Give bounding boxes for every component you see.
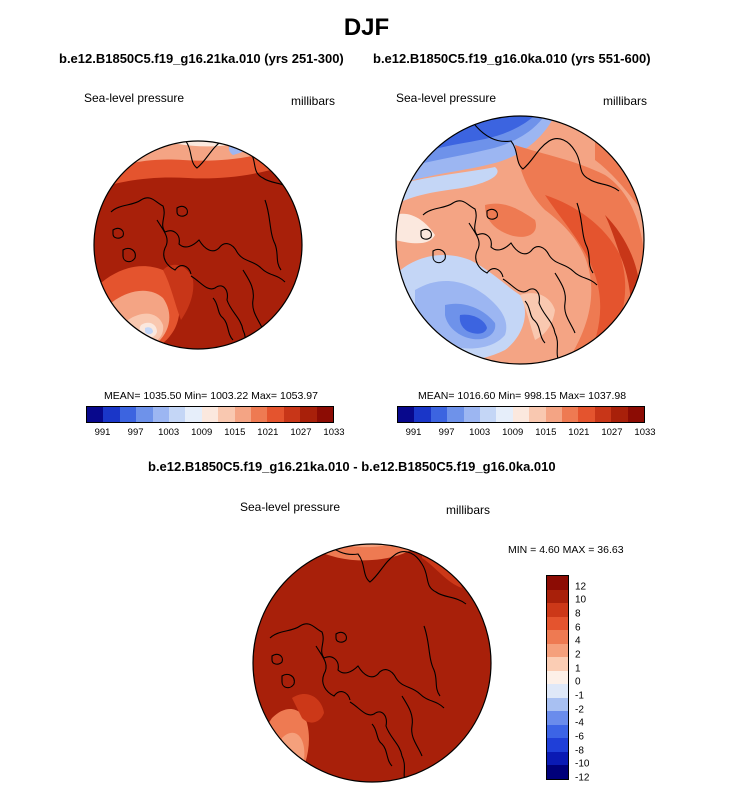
diff-colorbar-swatch-9 bbox=[547, 697, 568, 712]
right-panel-subtitle: b.e12.B1850C5.f19_g16.0ka.010 (yrs 551-6… bbox=[373, 51, 651, 66]
right-colorbar-tick-label: 1015 bbox=[535, 427, 557, 438]
right-colorbar-tick-label: 1003 bbox=[469, 427, 491, 438]
left-colorbar-swatch-9 bbox=[234, 407, 252, 422]
left-variable-label: Sea-level pressure bbox=[84, 91, 185, 105]
left-panel-subtitle: b.e12.B1850C5.f19_g16.21ka.010 (yrs 251-… bbox=[59, 51, 344, 66]
diff-colorbar-tick-label: 1 bbox=[575, 663, 581, 675]
right-colorbar-swatch-9 bbox=[545, 407, 563, 422]
left-colorbar-tick-label: 991 bbox=[94, 427, 111, 438]
diff-stats: MIN = 4.60 MAX = 36.63 bbox=[508, 544, 624, 556]
left-colorbar-tick-label: 1027 bbox=[290, 427, 312, 438]
diff-units-label: millibars bbox=[446, 503, 491, 517]
right-colorbar-swatch-0 bbox=[398, 407, 415, 422]
diff-colorbar-swatch-7 bbox=[547, 670, 568, 685]
diff-colorbar-tick-label: -6 bbox=[575, 731, 584, 743]
diff-colorbar-swatch-12 bbox=[547, 738, 568, 752]
diff-colorbar-swatch-10 bbox=[547, 711, 568, 725]
left-colorbar-swatch-6 bbox=[185, 407, 202, 422]
left-colorbar-swatch-1 bbox=[103, 407, 120, 422]
left-colorbar-tick-label: 1021 bbox=[257, 427, 279, 438]
left-units-label: millibars bbox=[291, 94, 336, 108]
right-colorbar-tick-label: 1021 bbox=[568, 427, 590, 438]
left-colorbar-tick-label: 1009 bbox=[191, 427, 213, 438]
diff-colorbar-swatch-1 bbox=[547, 589, 568, 604]
diff-colorbar-tick-label: 2 bbox=[575, 649, 581, 661]
right-colorbar-swatch-12 bbox=[594, 407, 612, 422]
diff-colorbar-swatch-14 bbox=[547, 765, 568, 779]
left-colorbar-tick-label: 1003 bbox=[158, 427, 180, 438]
left-colorbar-ticks: 991 997 1003 1009 1015 1021 1027 1033 bbox=[86, 427, 345, 441]
diff-colorbar-swatch-3 bbox=[547, 616, 568, 631]
diff-colorbar-tick-label: -10 bbox=[575, 758, 590, 770]
left-polar-map bbox=[93, 140, 303, 350]
right-colorbar-swatch-14 bbox=[627, 407, 645, 422]
diff-colorbar-swatch-4 bbox=[547, 630, 568, 644]
diff-colorbar bbox=[546, 575, 569, 780]
diff-colorbar-tick-label: -2 bbox=[575, 704, 584, 716]
right-colorbar bbox=[397, 406, 645, 423]
diff-colorbar-tick-label: -4 bbox=[575, 717, 584, 729]
left-colorbar-swatch-7 bbox=[201, 407, 219, 422]
right-polar-map bbox=[395, 115, 645, 365]
right-colorbar-swatch-7 bbox=[512, 407, 530, 422]
right-stats: MEAN= 1016.60 Min= 998.15 Max= 1037.98 bbox=[418, 390, 627, 402]
right-colorbar-swatch-5 bbox=[480, 407, 497, 422]
right-colorbar-tick-label: 997 bbox=[438, 427, 455, 438]
left-colorbar-swatch-8 bbox=[218, 407, 235, 422]
left-colorbar-tick-label: 1033 bbox=[323, 427, 345, 438]
right-colorbar-swatch-13 bbox=[611, 407, 628, 422]
diff-colorbar-tick-label: 6 bbox=[575, 622, 581, 634]
right-colorbar-swatch-10 bbox=[562, 407, 579, 422]
diff-colorbar-swatch-5 bbox=[547, 643, 568, 658]
right-colorbar-swatch-2 bbox=[430, 407, 448, 422]
left-colorbar-swatch-4 bbox=[152, 407, 170, 422]
right-colorbar-swatch-6 bbox=[496, 407, 513, 422]
diff-panel-subtitle: b.e12.B1850C5.f19_g16.21ka.010 - b.e12.B… bbox=[148, 459, 556, 474]
left-colorbar-swatch-10 bbox=[251, 407, 268, 422]
diff-polar-map bbox=[252, 543, 492, 783]
left-colorbar-swatch-0 bbox=[87, 407, 104, 422]
diff-colorbar-swatch-6 bbox=[547, 657, 568, 671]
right-colorbar-tick-label: 1027 bbox=[601, 427, 623, 438]
left-colorbar-swatch-3 bbox=[136, 407, 153, 422]
right-colorbar-tick-label: 991 bbox=[405, 427, 422, 438]
right-colorbar-swatch-8 bbox=[529, 407, 546, 422]
diff-colorbar-tick-label: 0 bbox=[575, 676, 581, 688]
diff-colorbar-tick-label: -12 bbox=[575, 772, 590, 784]
figure-title: DJF bbox=[343, 14, 390, 41]
left-colorbar-tick-label: 997 bbox=[127, 427, 144, 438]
diff-colorbar-swatch-8 bbox=[547, 684, 568, 698]
right-units-label: millibars bbox=[603, 94, 648, 108]
diff-colorbar-tick-label: 4 bbox=[575, 635, 581, 647]
right-colorbar-tick-label: 1033 bbox=[634, 427, 656, 438]
diff-colorbar-tick-label: 10 bbox=[575, 594, 587, 606]
left-colorbar bbox=[86, 406, 334, 423]
left-colorbar-swatch-11 bbox=[267, 407, 284, 422]
diff-variable-label: Sea-level pressure bbox=[240, 500, 341, 514]
diff-colorbar-swatch-0 bbox=[547, 576, 568, 590]
left-colorbar-swatch-12 bbox=[283, 407, 301, 422]
right-colorbar-swatch-11 bbox=[578, 407, 595, 422]
left-colorbar-swatch-13 bbox=[300, 407, 317, 422]
diff-colorbar-tick-label: 12 bbox=[575, 581, 587, 593]
diff-colorbar-swatch-13 bbox=[547, 751, 568, 766]
left-colorbar-swatch-2 bbox=[119, 407, 137, 422]
diff-colorbar-tick-label: -8 bbox=[575, 745, 584, 757]
left-colorbar-tick-label: 1015 bbox=[224, 427, 246, 438]
right-colorbar-swatch-3 bbox=[447, 407, 464, 422]
right-variable-label: Sea-level pressure bbox=[396, 91, 497, 105]
right-colorbar-swatch-1 bbox=[414, 407, 431, 422]
diff-colorbar-tick-label: 8 bbox=[575, 608, 581, 620]
left-stats: MEAN= 1035.50 Min= 1003.22 Max= 1053.97 bbox=[104, 390, 318, 402]
right-colorbar-tick-label: 1009 bbox=[502, 427, 524, 438]
right-colorbar-swatch-4 bbox=[463, 407, 481, 422]
diff-colorbar-swatch-11 bbox=[547, 724, 568, 739]
left-colorbar-swatch-14 bbox=[316, 407, 334, 422]
diff-colorbar-ticks: 12 10 8 6 4 2 1 0 -1 -2 -4 -6 -8 -10 -12 bbox=[575, 575, 605, 783]
diff-colorbar-swatch-2 bbox=[547, 603, 568, 617]
diff-colorbar-tick-label: -1 bbox=[575, 690, 584, 702]
left-colorbar-swatch-5 bbox=[169, 407, 186, 422]
right-colorbar-ticks: 991 997 1003 1009 1015 1021 1027 1033 bbox=[397, 427, 656, 441]
